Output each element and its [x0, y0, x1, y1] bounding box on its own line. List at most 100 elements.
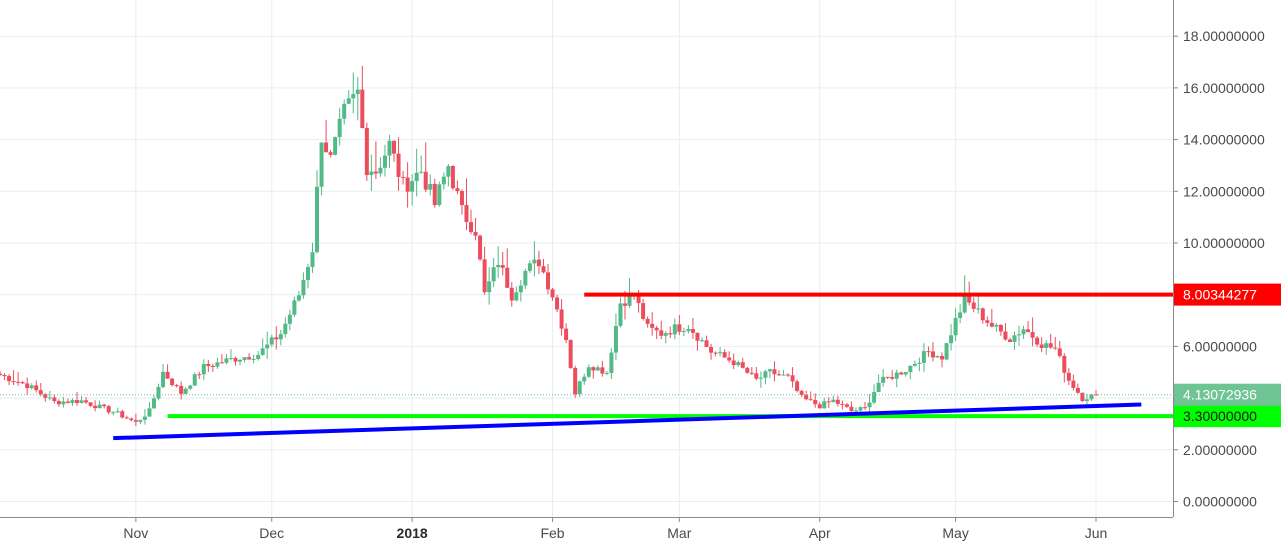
candle-body — [292, 300, 297, 315]
x-tick-label: Jun — [1085, 525, 1108, 541]
candle-body — [690, 329, 695, 333]
candle-body — [577, 381, 582, 395]
candle-body — [573, 367, 578, 395]
candle-body — [382, 155, 387, 168]
candle-body — [88, 402, 93, 406]
candle-body — [980, 308, 985, 321]
candle-body — [2, 374, 7, 377]
candle-body — [849, 406, 854, 412]
axis-layer: 18.00000000 16.00000000 14.00000000 12.0000… — [0, 0, 1281, 541]
candle-body — [650, 323, 655, 328]
candle-body — [595, 367, 600, 371]
candle-body — [1080, 392, 1085, 401]
candle-body — [722, 352, 727, 358]
candle-body — [1062, 355, 1067, 373]
candle-body — [776, 374, 781, 376]
candle-body — [1007, 339, 1012, 342]
y-tick-label: 2.00000000 — [1183, 442, 1257, 458]
x-tick-label: Apr — [809, 525, 831, 541]
candle-body — [310, 252, 315, 268]
candle-body — [401, 176, 406, 178]
candle-body — [219, 362, 224, 364]
candle-body — [437, 184, 442, 205]
candle-body — [713, 352, 718, 354]
candle-body — [1084, 399, 1089, 401]
candle-body — [1048, 343, 1053, 348]
candle-body — [559, 309, 564, 329]
candle-body — [473, 231, 478, 236]
candle-body — [953, 317, 958, 336]
candle-body — [337, 118, 342, 138]
candle-body — [369, 171, 374, 176]
candle-body — [749, 372, 754, 374]
candle-body — [1003, 331, 1008, 340]
candle-body — [523, 270, 528, 286]
candle-body — [7, 376, 12, 382]
candle-body — [872, 392, 877, 403]
candle-body — [890, 377, 895, 379]
candle-body — [763, 371, 768, 378]
candle-body — [405, 177, 410, 192]
candle-body — [256, 354, 261, 359]
candle-body — [47, 397, 52, 399]
candle-body — [97, 404, 102, 409]
candle-body — [781, 374, 786, 376]
candle-body — [903, 372, 908, 375]
candle-body — [668, 333, 673, 335]
candle-body — [65, 401, 70, 403]
candle-body — [1044, 343, 1049, 348]
candle-body — [174, 385, 179, 387]
candle-body — [43, 394, 48, 398]
candle-body — [441, 176, 446, 185]
candle-body — [269, 337, 274, 345]
candle-body — [853, 410, 858, 412]
candle-body — [161, 371, 166, 388]
candle-body — [29, 385, 34, 389]
candle-body — [106, 406, 111, 413]
candle-body — [505, 267, 510, 288]
candle-body — [699, 340, 704, 342]
candle-body — [301, 279, 306, 296]
candle-body — [518, 285, 523, 293]
candle-body — [238, 359, 243, 362]
candle-body — [921, 351, 926, 363]
candle-body — [790, 375, 795, 382]
candle-body — [423, 171, 428, 190]
resistance-price-badge-bg — [1174, 283, 1281, 306]
trendline-blue — [113, 402, 1142, 441]
candle-body — [61, 401, 66, 405]
candle-body — [38, 390, 43, 395]
candle-body — [20, 382, 25, 384]
y-tick-label: 18.00000000 — [1183, 28, 1265, 44]
candle-body — [831, 399, 836, 403]
candle-body — [555, 297, 560, 310]
candle-body — [210, 366, 215, 368]
candle-body — [672, 324, 677, 335]
candle-body — [772, 369, 777, 375]
candle-body — [142, 416, 147, 420]
candle-body — [251, 358, 256, 360]
candle-body — [283, 323, 288, 335]
candle-body — [102, 404, 107, 407]
candle-body — [410, 181, 415, 192]
candle-body — [500, 264, 505, 268]
candle-body — [994, 324, 999, 327]
candle-body — [351, 93, 356, 99]
candle-body — [224, 358, 229, 363]
candle-body — [315, 186, 320, 253]
candle-body — [11, 381, 16, 383]
candle-body — [1039, 344, 1044, 348]
candle-body — [944, 343, 949, 360]
candle-body — [795, 381, 800, 391]
candle-body — [754, 373, 759, 379]
candle-body — [858, 407, 863, 411]
candle-body — [582, 376, 587, 382]
candle-body — [296, 295, 301, 301]
x-tick-label: 2018 — [397, 525, 428, 541]
candle-body — [899, 372, 904, 375]
candle-body — [278, 334, 283, 340]
candle-body — [120, 411, 125, 418]
candle-body — [201, 363, 206, 375]
candle-body — [124, 417, 129, 419]
